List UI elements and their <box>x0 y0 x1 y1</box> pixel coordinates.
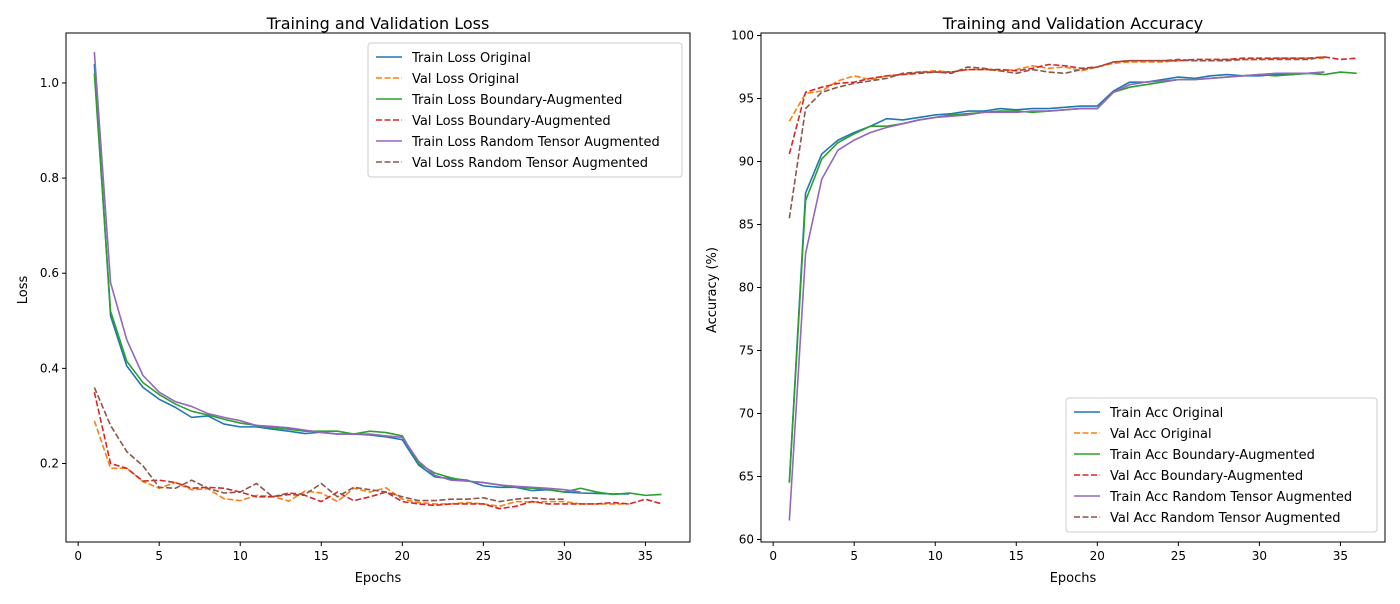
loss-series-line-4 <box>93 391 662 510</box>
loss-legend-box <box>367 42 683 178</box>
accuracy-xtick-label: 10 <box>928 549 943 563</box>
accuracy-ytick-label: 60 <box>739 532 754 546</box>
accuracy-chart-ylabel: Accuracy (%) <box>705 247 720 333</box>
accuracy-series-line-4 <box>788 56 1357 155</box>
loss-xtick-label: 30 <box>557 549 572 563</box>
accuracy-ytick-label: 100 <box>731 29 754 43</box>
loss-legend-label: Train Loss Random Tensor Augmented <box>411 135 660 150</box>
loss-legend-label: Train Loss Boundary-Augmented <box>411 93 622 108</box>
accuracy-legend-label: Val Acc Boundary-Augmented <box>1110 469 1303 484</box>
loss-ytick-label: 0.8 <box>40 171 59 185</box>
accuracy-ytick-label: 90 <box>739 155 754 169</box>
loss-ytick-label: 0.6 <box>40 266 59 280</box>
loss-xtick-label: 20 <box>395 549 410 563</box>
loss-series-line-2 <box>93 420 630 508</box>
loss-xtick-label: 5 <box>155 549 163 563</box>
loss-xtick-label: 25 <box>476 549 491 563</box>
loss-xtick-label: 35 <box>638 549 653 563</box>
loss-chart-plot-frame <box>65 32 691 543</box>
accuracy-chart-legend: Train Acc Original Val Acc Original Train … <box>1065 397 1378 533</box>
loss-xtick-label: 0 <box>74 549 82 563</box>
accuracy-ytick-label: 85 <box>739 218 754 232</box>
loss-chart-series <box>93 51 662 510</box>
loss-ytick-label: 0.2 <box>40 457 59 471</box>
loss-chart-ticks: 0 5 10 15 20 25 30 35 0.2 0.4 0.6 0.8 1.0 <box>40 76 653 563</box>
accuracy-chart-title: Training and Validation Accuracy <box>942 14 1204 33</box>
loss-legend-label: Val Loss Random Tensor Augmented <box>412 156 648 171</box>
loss-chart-legend: Train Loss Original Val Loss Original Trai… <box>367 42 683 178</box>
accuracy-chart-xlabel: Epochs <box>1050 571 1097 586</box>
loss-chart: Training and Validation Loss Epochs Loss… <box>16 14 691 586</box>
loss-ytick-label: 1.0 <box>40 76 59 90</box>
loss-chart-xlabel: Epochs <box>355 571 402 586</box>
loss-xtick-label: 10 <box>233 549 248 563</box>
accuracy-xtick-label: 5 <box>850 549 858 563</box>
loss-legend-label: Train Loss Original <box>411 51 531 66</box>
accuracy-legend-label: Train Acc Original <box>1109 406 1223 421</box>
loss-ytick-label: 0.4 <box>40 361 59 375</box>
loss-series-line-3 <box>93 73 662 497</box>
accuracy-ytick-label: 70 <box>739 406 754 420</box>
loss-chart-ylabel: Loss <box>16 276 31 305</box>
accuracy-legend-label: Train Acc Boundary-Augmented <box>1109 448 1315 463</box>
accuracy-chart-ticks: 0 5 10 15 20 25 30 35 60 65 70 75 80 85 90 95 100 <box>731 29 1348 563</box>
accuracy-xtick-label: 30 <box>1252 549 1267 563</box>
accuracy-legend-label: Train Acc Random Tensor Augmented <box>1109 490 1352 505</box>
loss-legend-label: Val Loss Boundary-Augmented <box>412 114 611 129</box>
loss-legend-label: Val Loss Original <box>412 72 519 87</box>
accuracy-series-line-6 <box>788 56 1325 219</box>
loss-xtick-label: 15 <box>314 549 329 563</box>
accuracy-legend-box <box>1065 397 1378 533</box>
accuracy-ytick-label: 95 <box>739 92 754 106</box>
accuracy-series-line-5 <box>788 71 1325 521</box>
accuracy-legend-label: Val Acc Original <box>1110 427 1212 442</box>
accuracy-ytick-label: 75 <box>739 343 754 357</box>
loss-chart-title: Training and Validation Loss <box>266 14 490 33</box>
accuracy-xtick-label: 0 <box>769 549 777 563</box>
accuracy-chart-plot-frame <box>760 32 1386 543</box>
accuracy-xtick-label: 20 <box>1090 549 1105 563</box>
accuracy-chart-series <box>788 56 1357 521</box>
accuracy-ytick-label: 65 <box>739 469 754 483</box>
loss-series-line-5 <box>93 51 581 493</box>
accuracy-series-line-1 <box>788 71 1325 482</box>
accuracy-xtick-label: 15 <box>1009 549 1024 563</box>
accuracy-legend-label: Val Acc Random Tensor Augmented <box>1110 511 1340 526</box>
accuracy-xtick-label: 35 <box>1333 549 1348 563</box>
accuracy-xtick-label: 25 <box>1171 549 1186 563</box>
loss-series-line-6 <box>93 387 565 503</box>
accuracy-chart: Training and Validation Accuracy Epochs … <box>705 14 1386 586</box>
accuracy-ytick-label: 80 <box>739 281 754 295</box>
